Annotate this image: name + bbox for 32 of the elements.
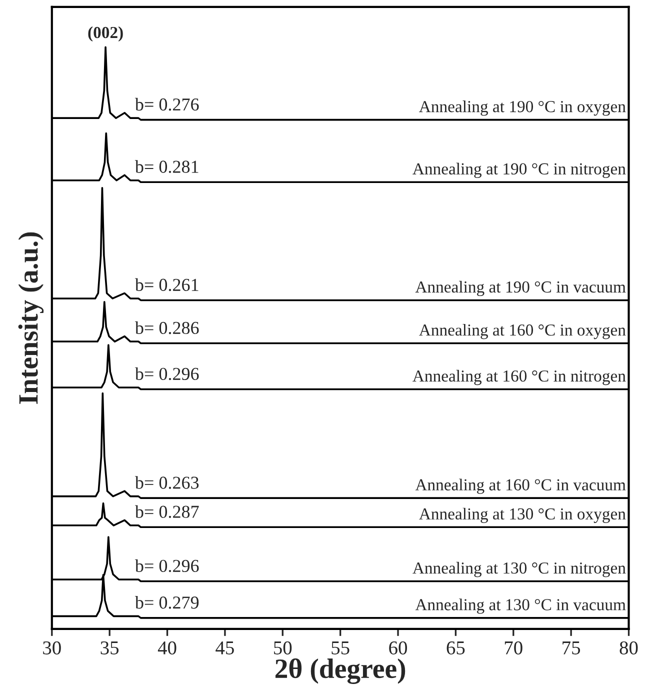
series-label: Annealing at 130 °C in oxygen (419, 508, 626, 523)
series-label: Annealing at 190 °C in nitrogen (412, 162, 626, 178)
y-axis-title: Intensity (a.u.) (18, 232, 44, 404)
series-label: Annealing at 160 °C in nitrogen (412, 370, 626, 386)
x-tick-label: 45 (216, 641, 234, 654)
annotation: b= 0.296 (134, 559, 199, 572)
annotation: b= 0.296 (134, 367, 199, 380)
series-label: Annealing at 160 °C in oxygen (419, 324, 626, 340)
x-axis-title: 2θ (degree) (275, 658, 406, 684)
annotation: b= 0.287 (134, 505, 199, 518)
text: (002) (88, 26, 123, 42)
x-tick-label: 70 (504, 641, 522, 654)
series-label: Annealing at 130 °C in vacuum (415, 598, 626, 614)
x-tick-label: 80 (620, 641, 638, 654)
series-label: Annealing at 190 °C in vacuum (415, 280, 626, 296)
x-tick-label: 50 (274, 641, 292, 654)
x-tick-label: 30 (43, 641, 61, 654)
annotation: b= 0.279 (134, 596, 199, 609)
x-tick-label: 40 (158, 641, 176, 654)
annotation: b= 0.286 (134, 321, 199, 334)
series-label: Annealing at 160 °C in vacuum (415, 478, 626, 494)
series-label: Annealing at 190 °C in oxygen (419, 100, 626, 116)
x-tick-label: 75 (562, 642, 580, 654)
annotation: b= 0.281 (134, 160, 198, 173)
annotation: b= 0.263 (134, 476, 199, 489)
x-tick-label: 55 (332, 642, 350, 654)
annotation: b= 0.276 (134, 98, 199, 111)
annotation: b= 0.261 (134, 278, 198, 292)
x-tick-label: 35 (100, 641, 119, 654)
x-tick-label: 60 (389, 641, 407, 654)
x-tick-label: 65 (446, 641, 465, 654)
series-label: Annealing at 130 °C in nitrogen (412, 562, 626, 578)
